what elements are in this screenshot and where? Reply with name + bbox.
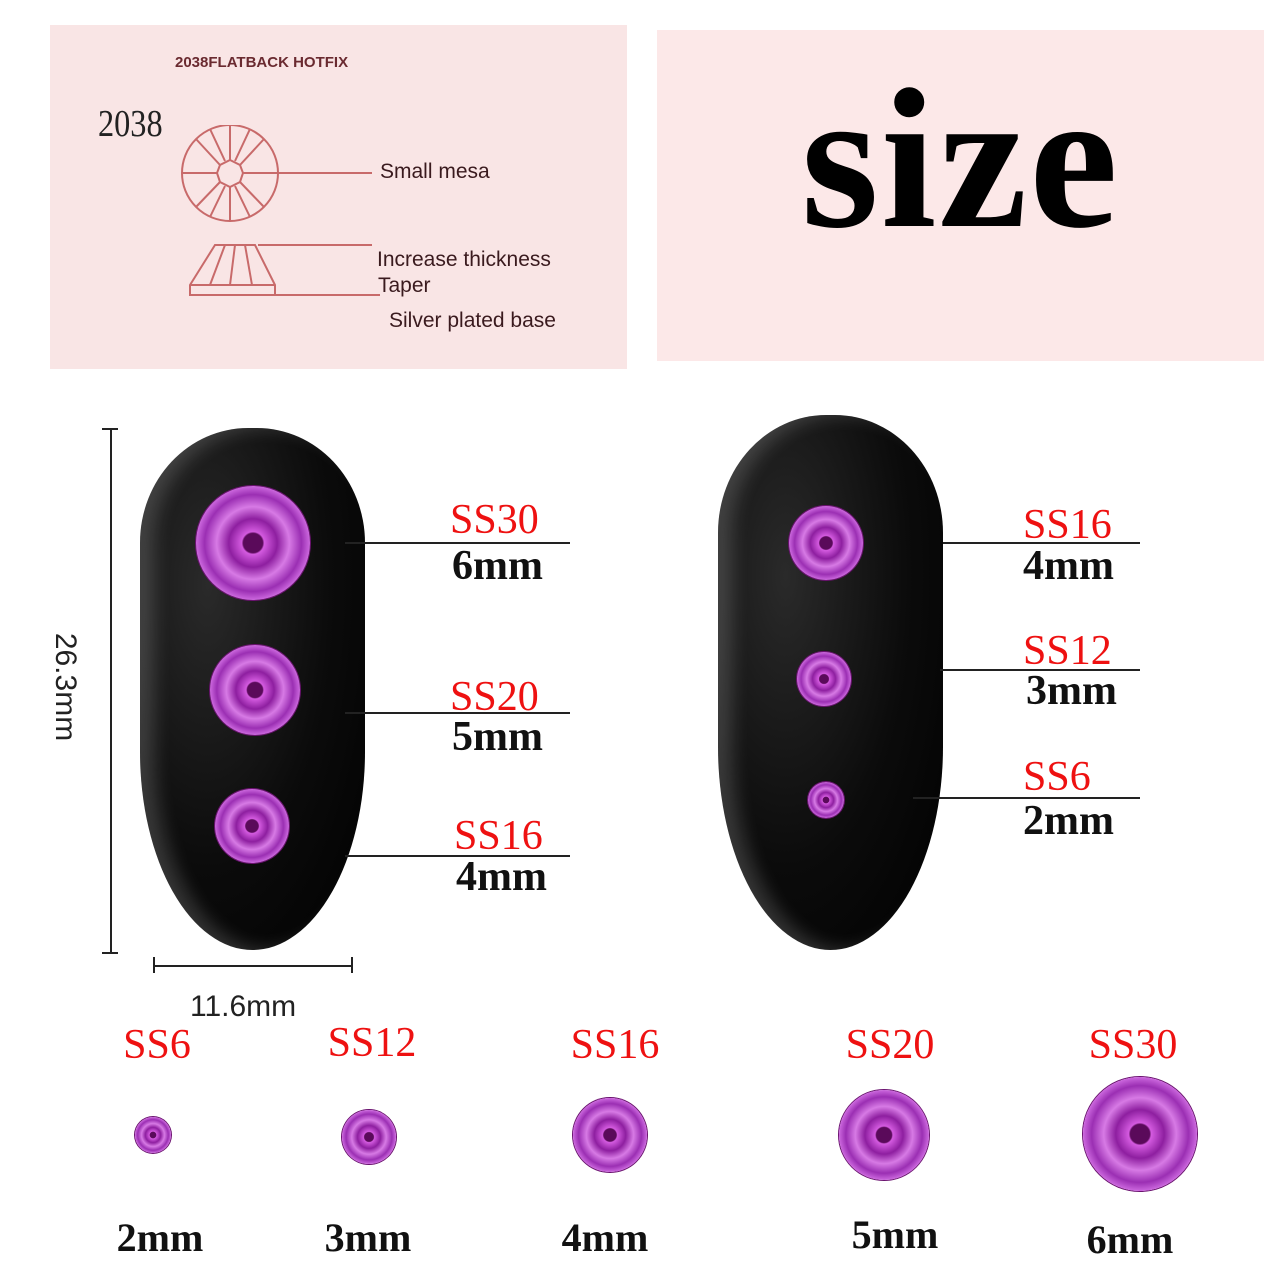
label-increase-thickness: Increase thickness (377, 248, 551, 271)
dim-tick (102, 952, 118, 954)
leader-line (913, 797, 1140, 799)
height-dimension-line (110, 428, 112, 953)
size-6mm-label: 6mm (1086, 1217, 1174, 1262)
label-silver-base: Silver plated base (389, 309, 556, 332)
size-3mm-label: 3mm (324, 1215, 412, 1260)
width-dimension-line (153, 965, 353, 967)
mm-label: 5mm (452, 714, 543, 760)
rhinestone-6mm (1083, 1077, 1197, 1191)
ss-label: SS16 (454, 813, 543, 859)
title-panel (657, 30, 1264, 361)
rhinestone-ss20 (210, 645, 300, 735)
mm-label: 6mm (452, 543, 543, 589)
diagram-header: 2038FLATBACK HOTFIX (175, 54, 349, 71)
rhinestone-ss16 (789, 506, 863, 580)
size-ss30-label: SS30 (1088, 1022, 1178, 1068)
model-number: 2038 (98, 103, 163, 145)
leader-line (345, 712, 570, 714)
leader-line (345, 855, 570, 857)
size-5mm-label: 5mm (851, 1212, 939, 1257)
mm-label: 2mm (1023, 798, 1114, 844)
mm-label: 3mm (1026, 668, 1117, 714)
rhinestone-ss30 (196, 486, 310, 600)
rhinestone-ss6 (808, 782, 844, 818)
leader-line (345, 542, 570, 544)
label-small-mesa: Small mesa (380, 160, 490, 183)
rhinestone-diagram (181, 125, 380, 296)
size-2mm-label: 2mm (116, 1215, 204, 1260)
rhinestone-3mm (342, 1110, 396, 1164)
ss-label: SS16 (1023, 502, 1112, 548)
size-ss6-label: SS6 (123, 1022, 191, 1068)
size-ss16-label: SS16 (570, 1022, 660, 1068)
height-label: 26.3mm (49, 632, 82, 742)
dim-tick (153, 957, 155, 973)
size-ss20-label: SS20 (845, 1022, 935, 1068)
rhinestone-ss12 (797, 652, 851, 706)
mm-label: 4mm (1023, 543, 1114, 589)
diagram-panel (50, 25, 627, 369)
title: size (801, 49, 1120, 270)
label-taper: Taper (378, 274, 431, 297)
dim-tick (102, 428, 118, 430)
rhinestone-2mm (135, 1117, 171, 1153)
dim-tick (351, 957, 353, 973)
leader-line (940, 669, 1140, 671)
mm-label: 4mm (456, 854, 547, 900)
ss-label: SS6 (1023, 754, 1091, 800)
ss-label: SS12 (1023, 628, 1112, 674)
size-ss12-label: SS12 (327, 1020, 417, 1066)
rhinestone-4mm (573, 1098, 647, 1172)
leader-line (943, 542, 1140, 544)
rhinestone-5mm (839, 1090, 929, 1180)
width-label: 11.6mm (190, 990, 297, 1023)
ss-label: SS30 (450, 497, 539, 543)
ss-label: SS20 (450, 674, 539, 720)
rhinestone-ss16 (215, 789, 289, 863)
size-4mm-label: 4mm (561, 1215, 649, 1260)
